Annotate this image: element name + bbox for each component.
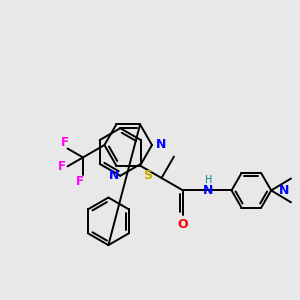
Text: H: H [205, 176, 212, 185]
Text: N: N [279, 184, 290, 197]
Text: F: F [76, 175, 84, 188]
Text: N: N [202, 184, 213, 197]
Text: N: N [109, 169, 119, 182]
Text: O: O [178, 218, 188, 231]
Text: N: N [156, 138, 166, 151]
Text: S: S [143, 169, 152, 182]
Text: F: F [61, 136, 69, 149]
Text: F: F [58, 160, 66, 173]
